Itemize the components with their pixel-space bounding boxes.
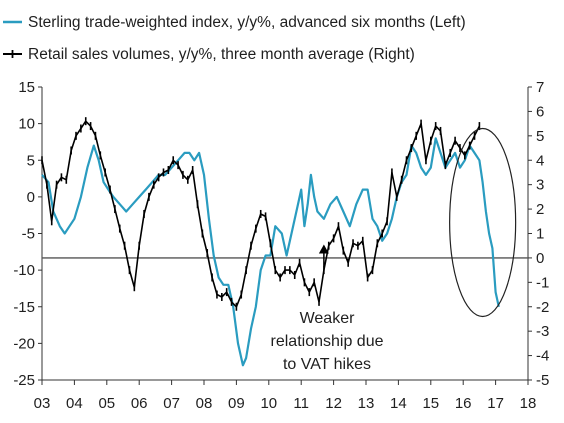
series-markers-retail: [41, 117, 481, 311]
left-tick-label: 0: [27, 189, 35, 206]
series-line-sterling: [41, 137, 500, 367]
left-tick-label: 5: [27, 152, 35, 169]
x-tick-label: 17: [487, 395, 504, 412]
x-axis-ticks: 03 04 05 06 07 08 09 10 11 12 13 14 15 16 17 18: [34, 380, 537, 412]
right-tick-label: 1: [536, 226, 544, 243]
left-tick-label: 10: [18, 116, 35, 133]
left-tick-label: -15: [13, 299, 35, 316]
x-tick-label: 08: [196, 395, 213, 412]
left-y-axis-ticks: 15 10 5 0 -5 -10 -15 -20 -25: [13, 79, 42, 389]
x-tick-label: 11: [293, 395, 309, 412]
legend: Sterling trade-weighted index, y/y%, adv…: [3, 14, 466, 63]
left-tick-label: -20: [13, 335, 35, 352]
right-tick-label: -4: [536, 348, 549, 365]
left-tick-label: -25: [13, 372, 35, 389]
legend-label-sterling: Sterling trade-weighted index, y/y%, adv…: [28, 14, 466, 31]
right-tick-label: 6: [536, 103, 544, 120]
right-tick-label: -3: [536, 323, 549, 340]
annotation-line-2: relationship due: [271, 333, 384, 350]
right-y-axis-ticks: 7 6 5 4 3 2 1 0 -1 -2 -3 -4 -5: [528, 79, 549, 389]
x-tick-label: 07: [163, 395, 180, 412]
x-tick-label: 16: [455, 395, 472, 412]
legend-label-retail: Retail sales volumes, y/y%, three month …: [28, 46, 415, 63]
right-tick-label: 0: [536, 250, 544, 267]
left-tick-label: 15: [18, 79, 35, 96]
x-tick-label: 09: [228, 395, 245, 412]
x-tick-label: 04: [66, 395, 83, 412]
right-tick-label: 4: [536, 152, 544, 169]
annotation-arrow-head: [318, 244, 329, 254]
annotation-line-3: to VAT hikes: [283, 356, 371, 373]
annotation-line-1: Weaker: [300, 310, 356, 327]
x-tick-label: 03: [34, 395, 51, 412]
x-tick-label: 18: [520, 395, 537, 412]
right-tick-label: 2: [536, 201, 544, 218]
right-tick-label: 5: [536, 128, 544, 145]
left-tick-label: -5: [22, 226, 35, 243]
right-tick-label: -5: [536, 372, 549, 389]
left-tick-label: -10: [13, 262, 35, 279]
right-tick-label: 7: [536, 79, 544, 96]
annotation: Weaker relationship due to VAT hikes: [271, 244, 384, 373]
x-tick-label: 15: [422, 395, 439, 412]
right-tick-label: 3: [536, 177, 544, 194]
highlight-ellipse: [449, 127, 517, 318]
x-tick-label: 13: [358, 395, 375, 412]
x-tick-label: 12: [325, 395, 342, 412]
x-tick-label: 14: [390, 395, 407, 412]
x-tick-label: 10: [260, 395, 277, 412]
right-tick-label: -1: [536, 274, 549, 291]
x-tick-label: 05: [98, 395, 115, 412]
x-tick-label: 06: [131, 395, 148, 412]
right-tick-label: -2: [536, 299, 549, 316]
